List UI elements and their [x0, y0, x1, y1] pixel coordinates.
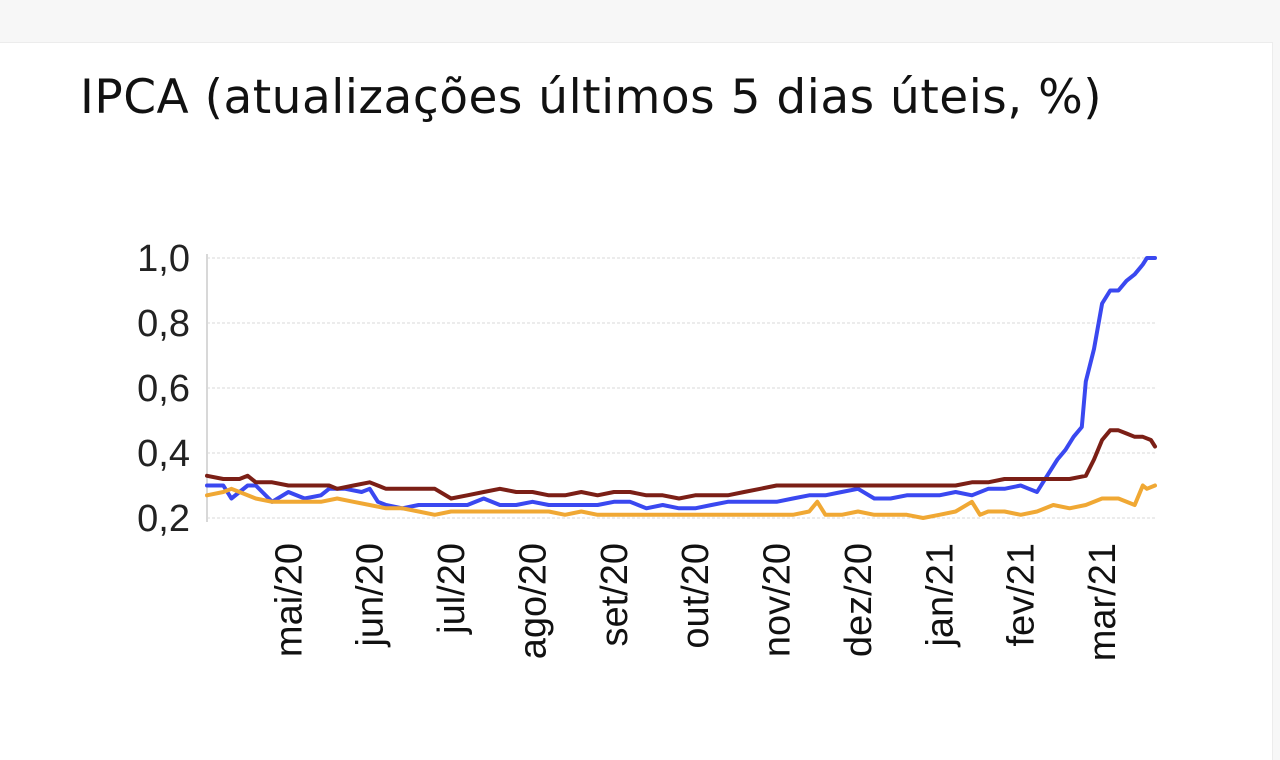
x-tick-label: jul/20: [431, 543, 473, 635]
series-line-3: [205, 483, 1157, 520]
x-tick-label: out/20: [675, 543, 717, 649]
x-tick-label: dez/20: [838, 543, 880, 657]
x-tick-label: nov/20: [757, 543, 799, 657]
y-tick-label: 0,2: [137, 498, 190, 540]
gridlines: [207, 257, 1155, 519]
series-lines: [205, 256, 1157, 520]
x-tick-labels: mai/20 jun/20 jul/20 ago/20 set/20 out/20 nov/…: [268, 543, 1124, 661]
y-tick-label: 0,4: [137, 433, 190, 475]
chart-title: IPCA (atualizações últimos 5 dias úteis,…: [80, 70, 1103, 125]
y-tick-label: 1,0: [137, 238, 190, 280]
x-tick-label: jun/20: [350, 543, 392, 648]
x-tick-label: fev/21: [1001, 543, 1043, 647]
chart-card: [0, 42, 1273, 760]
x-tick-label: jan/21: [919, 543, 961, 648]
x-tick-label: set/20: [594, 543, 636, 647]
series-line-1: [205, 256, 1157, 511]
y-tick-labels: 1,0 0,8 0,6 0,4 0,2: [137, 238, 190, 540]
x-tick-label: ago/20: [512, 543, 554, 659]
x-tick-label: mai/20: [268, 543, 310, 657]
series-line-2: [205, 428, 1157, 501]
y-tick-label: 0,6: [137, 368, 190, 410]
y-tick-label: 0,8: [137, 303, 190, 345]
x-tick-label: mar/21: [1082, 543, 1124, 661]
